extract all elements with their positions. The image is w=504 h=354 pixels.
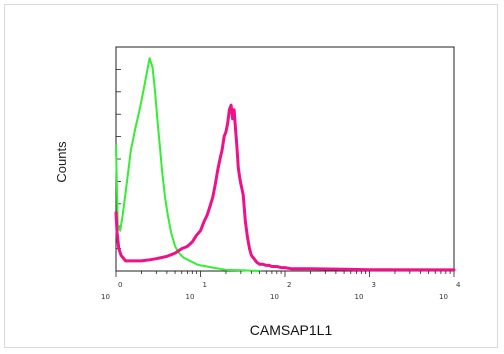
x-ticks: 10 0 10 1 10 2 10 3 10 4 <box>101 271 461 301</box>
x-tick-exponent: 4 <box>456 281 461 289</box>
plot-frame <box>115 46 455 272</box>
axes <box>115 46 455 272</box>
x-axis-label: CAMSAP1L1 <box>250 322 333 338</box>
x-tick-exponent: 1 <box>203 281 207 289</box>
chart-frame <box>4 4 498 348</box>
x-tick-exponent: 2 <box>287 281 291 289</box>
series-line-green <box>115 57 261 272</box>
x-tick-exponent: 0 <box>118 281 122 289</box>
series-layer <box>114 57 456 272</box>
x-tick-label: 10 <box>186 293 195 301</box>
y-axis-label: Counts <box>54 141 69 183</box>
x-tick-label: 10 <box>355 293 364 301</box>
x-tick-label: 10 <box>270 293 279 301</box>
x-tick-label: 10 <box>439 293 448 301</box>
x-tick-label: 10 <box>101 293 110 301</box>
x-tick-exponent: 3 <box>372 281 376 289</box>
series-line-magenta <box>114 103 456 272</box>
